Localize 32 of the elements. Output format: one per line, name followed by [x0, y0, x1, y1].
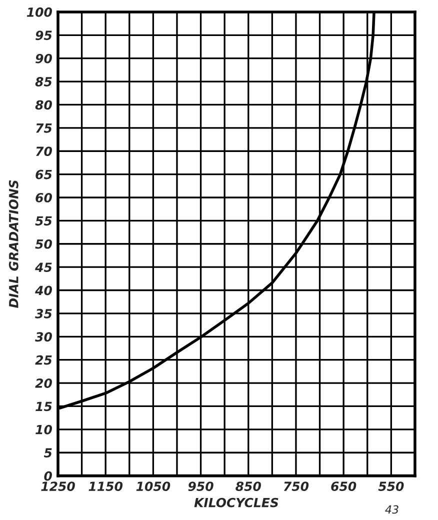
y-tick-label: 100: [26, 7, 52, 17]
y-tick-label: 10: [36, 424, 52, 434]
x-tick-label: 550: [378, 482, 404, 492]
y-axis-title: DIAL GRADATIONS: [8, 180, 18, 308]
y-tick-label: 30: [35, 332, 52, 342]
y-tick-label: 70: [36, 146, 52, 156]
y-tick-label: 75: [36, 124, 52, 133]
y-tick-label: 65: [36, 170, 52, 180]
y-tick-label: 20: [35, 378, 52, 388]
y-tick-label: 95: [36, 30, 52, 40]
y-tick-label: 55: [35, 216, 52, 226]
x-tick-label: 1150: [88, 482, 123, 492]
x-tick-label: 950: [188, 482, 214, 492]
y-tick-label: 50: [35, 239, 52, 249]
x-tick-label: 650: [331, 482, 356, 492]
y-tick-label: 45: [35, 262, 52, 272]
y-tick-label: 35: [35, 308, 52, 318]
y-tick-label: 15: [36, 402, 52, 412]
y-tick-label: 0: [44, 471, 52, 481]
x-tick-label: 1250: [41, 482, 75, 492]
x-tick-label: 850: [236, 482, 261, 492]
y-tick-label: 80: [35, 100, 52, 110]
y-tick-label: 90: [36, 54, 52, 64]
x-tick-label: 750: [284, 482, 309, 492]
y-tick-label: 5: [44, 448, 52, 458]
x-tick-label: 1050: [136, 482, 170, 492]
text: 43: [385, 505, 398, 514]
y-tick-label: 25: [35, 355, 52, 365]
y-tick-label: 60: [36, 192, 52, 202]
x-axis-title: KILOCYCLES: [194, 498, 278, 508]
y-tick-label: 40: [35, 286, 52, 296]
y-tick-label: 85: [35, 77, 52, 86]
